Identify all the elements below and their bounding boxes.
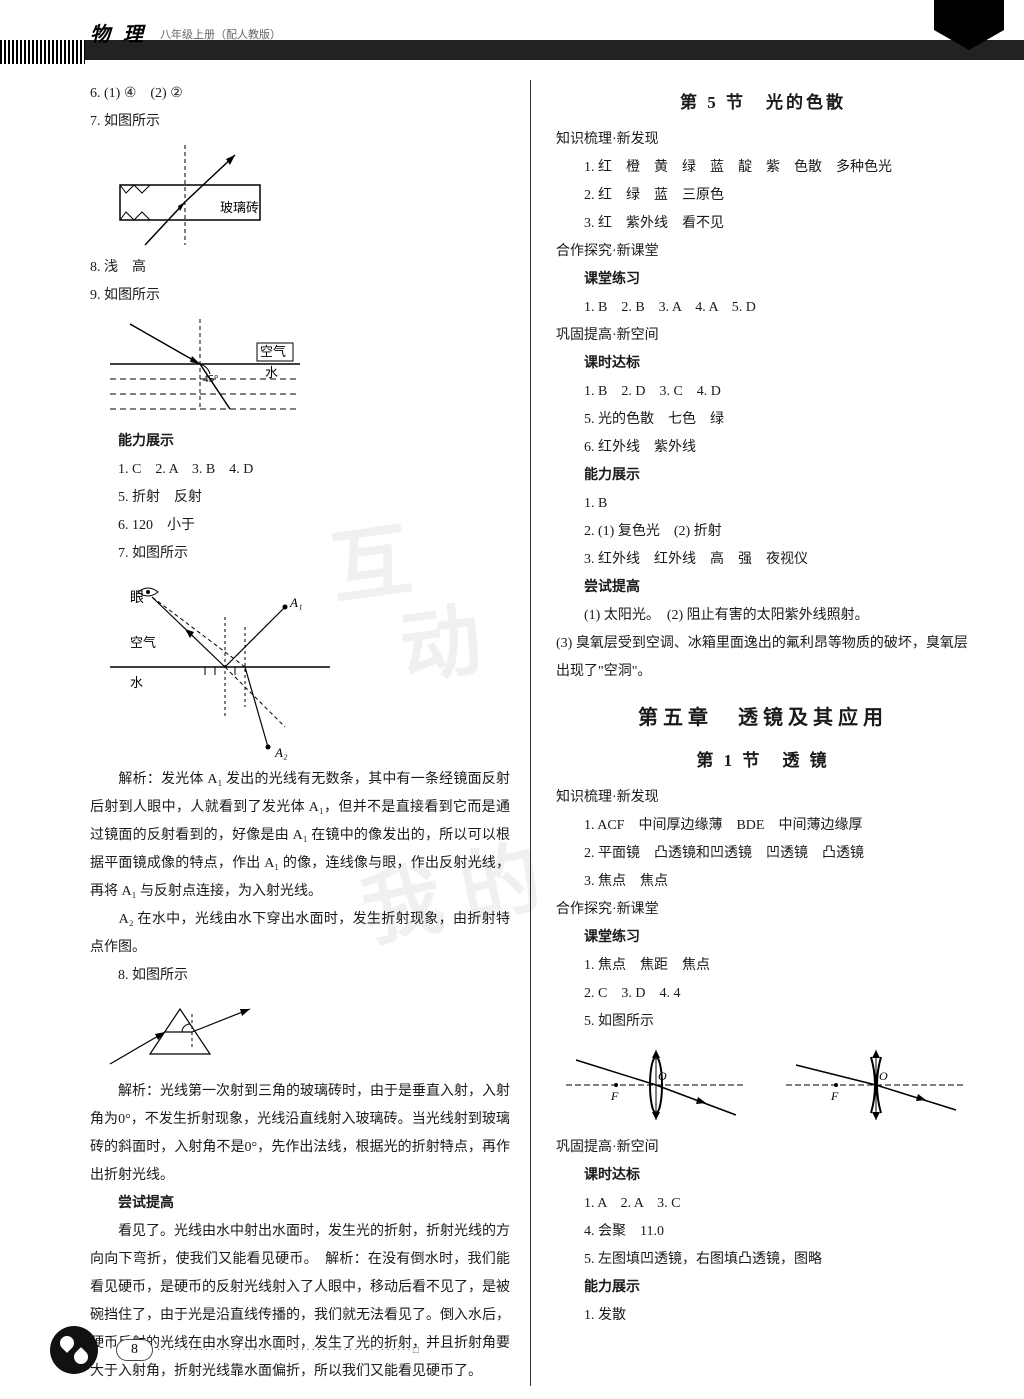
kk3: 3. 焦点 焦点 [556,868,970,896]
para-analysis-3: 解析：光线第一次射到三角的玻璃砖时，由于是垂直入射，入射角为0°，不发生折射现象… [90,1078,510,1190]
answer-8b: 8. 如图所示 [90,962,510,990]
para-analysis-1: 解析：发光体 A₁ 发出的光线有无数条，其中有一条经镜面反射后射到人眼中，人就看… [90,766,510,906]
ability-heading-2: 能力展示 [556,1274,970,1302]
angle-label: 45° [203,373,218,385]
time-std-heading: 课时达标 [556,350,970,378]
kk1: 1. ACF 中间厚边缘薄 BDE 中间薄边缘厚 [556,812,970,840]
grade-sub: 八年级上册（配人教版） [160,26,281,42]
cc1: 1. 焦点 焦距 焦点 [556,952,970,980]
page-number: 8 [116,1339,153,1361]
two-column-content: 6. (1) ④ (2) ② 7. 如图所示 玻璃砖 8. 浅 高 9. 如图所… [0,60,1024,1396]
water-label: 水 [265,365,278,380]
footer-dots: ········································… [157,1345,421,1356]
ab2: 2. (1) 复色光 (2) 折射 [556,518,970,546]
water-label-3: 水 [130,675,143,690]
corner-flag-icon [934,0,1004,50]
lens-diagrams: O F O F [556,1040,970,1130]
answer-8: 8. 浅 高 [90,254,510,282]
answer-7: 7. 如图所示 [90,108,510,136]
right-column: 第 5 节 光的色散 知识梳理·新发现 1. 红 橙 黄 绿 蓝 靛 紫 色散 … [530,80,970,1386]
tt5: 5. 左图填凹透镜，右图填凸透镜，图略 [556,1246,970,1274]
para-analysis-2: A₂ 在水中，光线由水下穿出水面时，发生折射现象，由折射特点作图。 [90,906,510,962]
o-label-1: O [658,1069,667,1083]
triangle-prism-diagram [90,994,510,1074]
knowledge-heading-2: 知识梳理·新发现 [556,784,970,812]
flower-icon [50,1326,98,1374]
aab1: 1. 发散 [556,1302,970,1330]
water-refraction-diagram: 空气 水 45° [90,314,510,424]
try1: (1) 太阳光。 (2) 阻止有害的太阳紫外线照射。 [556,602,970,630]
ab3: 3. 红外线 红外线 高 强 夜视仪 [556,546,970,574]
time-std-heading-2: 课时达标 [556,1162,970,1190]
coop-heading: 合作探究·新课堂 [556,238,970,266]
coop-heading-2: 合作探究·新课堂 [556,896,970,924]
glass-brick-diagram: 玻璃砖 [90,140,510,250]
section-1-title: 第 1 节 透 镜 [556,744,970,778]
try-heading-r: 尝试提高 [556,574,970,602]
ability-heading-r: 能力展示 [556,462,970,490]
a2-label: A₂ [274,745,288,760]
subject-title: 物 理 [90,18,147,47]
tt1: 1. A 2. A 3. C [556,1190,970,1218]
consolidate-heading: 巩固提高·新空间 [556,322,970,350]
f-label-2: F [830,1089,839,1103]
try-heading: 尝试提高 [90,1190,510,1218]
cc5: 5. 如图所示 [556,1008,970,1036]
class-ex-heading-2: 课堂练习 [556,924,970,952]
try2: (3) 臭氧层受到空调、冰箱里面逸出的氟利昂等物质的破坏，臭氧层出现了"空洞"。 [556,630,970,686]
answer-6: 6. (1) ④ (2) ② [90,80,510,108]
tt4: 4. 会聚 11.0 [556,1218,970,1246]
f-label-1: F [610,1089,619,1103]
o-label-2: O [879,1069,888,1083]
kk2: 2. 平面镜 凸透镜和凹透镜 凹透镜 凸透镜 [556,840,970,868]
chapter-5-title: 第五章 透镜及其应用 [556,698,970,738]
air-label-3: 空气 [130,635,156,650]
time-1: 1. B 2. D 3. C 4. D [556,378,970,406]
air-label: 空气 [260,344,286,359]
ability-1-4: 1. C 2. A 3. B 4. D [90,456,510,484]
cc2: 2. C 3. D 4. 4 [556,980,970,1008]
class-ex-heading: 课堂练习 [556,266,970,294]
page-footer: 8 ······································… [50,1326,421,1374]
a1-label: A₁ [289,595,302,610]
page: 物 理 八年级上册（配人教版） 6. (1) ④ (2) ② 7. 如图所示 玻… [0,0,1024,1399]
time-6: 6. 红外线 紫外线 [556,434,970,462]
eye-mirror-diagram: 眼 空气 水 A₁ A₂ [90,572,510,762]
k3: 3. 红 紫外线 看不见 [556,210,970,238]
k1: 1. 红 橙 黄 绿 蓝 靛 紫 色散 多种色光 [556,154,970,182]
page-header: 物 理 八年级上册（配人教版） [0,0,1024,60]
ab1: 1. B [556,490,970,518]
section-5-title: 第 5 节 光的色散 [556,86,970,120]
barcode-stripes [0,40,85,64]
ability-6: 6. 120 小于 [90,512,510,540]
ability-7: 7. 如图所示 [90,540,510,568]
class-ex-1: 1. B 2. B 3. A 4. A 5. D [556,294,970,322]
ability-heading: 能力展示 [90,428,510,456]
ability-5: 5. 折射 反射 [90,484,510,512]
time-5: 5. 光的色散 七色 绿 [556,406,970,434]
left-column: 6. (1) ④ (2) ② 7. 如图所示 玻璃砖 8. 浅 高 9. 如图所… [90,80,530,1386]
eye-label: 眼 [130,591,144,606]
k2: 2. 红 绿 蓝 三原色 [556,182,970,210]
answer-9: 9. 如图所示 [90,282,510,310]
consolidate-heading-2: 巩固提高·新空间 [556,1134,970,1162]
glass-label: 玻璃砖 [220,200,259,215]
knowledge-heading: 知识梳理·新发现 [556,126,970,154]
